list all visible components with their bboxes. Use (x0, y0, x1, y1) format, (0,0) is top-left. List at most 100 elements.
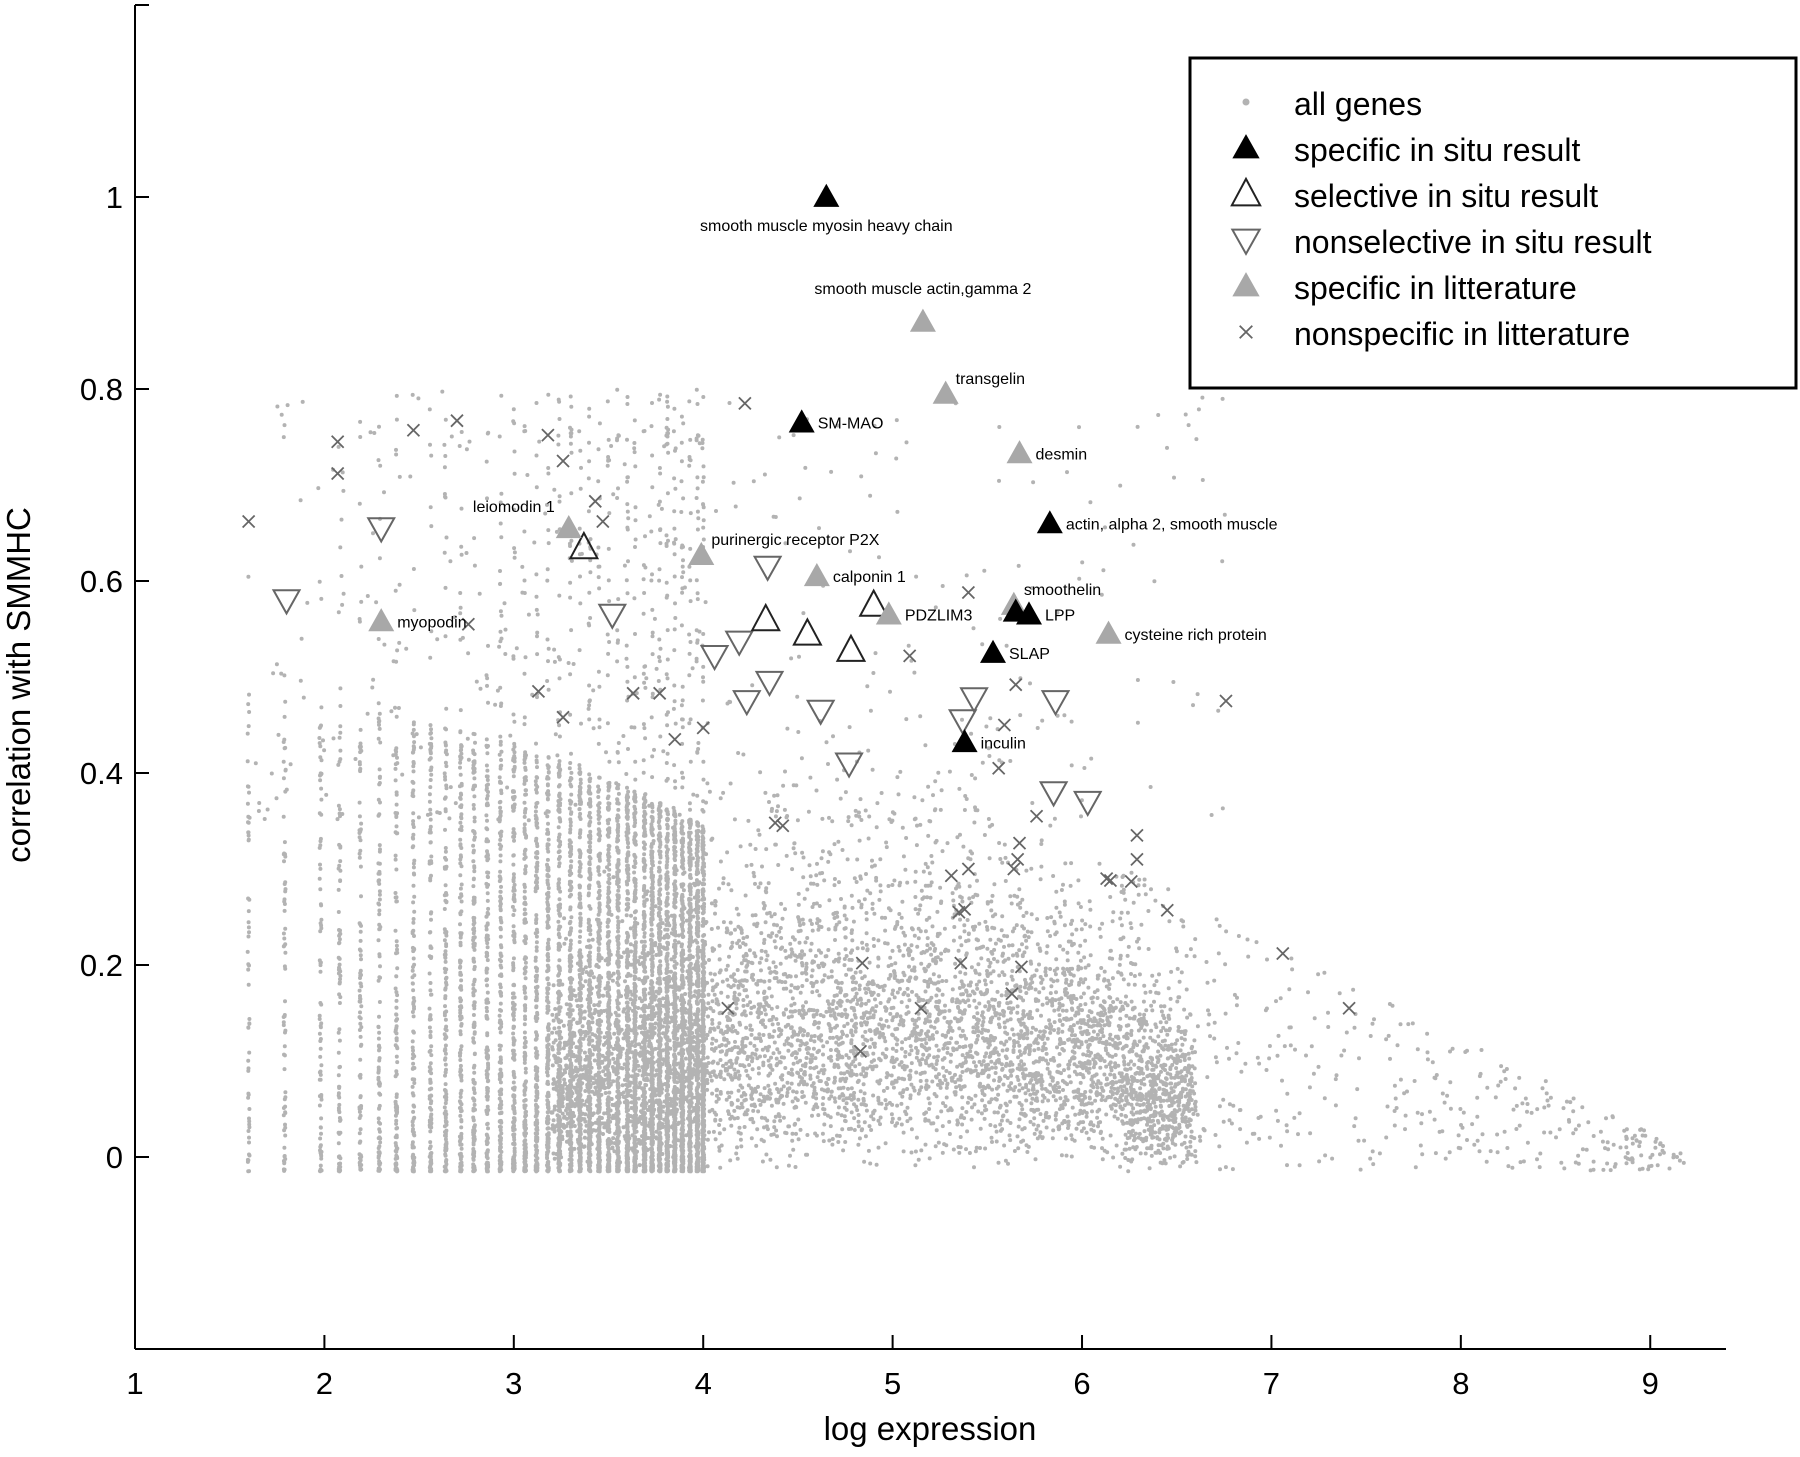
nonspecific-in-literature-marker (331, 466, 345, 481)
nonspecific-in-literature-marker (853, 1044, 868, 1059)
x-tick-label: 5 (884, 1366, 901, 1401)
selective-in-situ-marker (835, 633, 867, 662)
specific-in-literature-marker (803, 563, 830, 587)
gene-label: LPP (1045, 608, 1075, 625)
specific-in-literature-marker (932, 380, 959, 404)
specific-in-literature-marker (1006, 440, 1033, 464)
legend-label: nonselective in situ result (1294, 224, 1652, 260)
nonselective-in-situ-marker (597, 603, 628, 630)
nonspecific-in-literature-marker (331, 435, 345, 449)
nonselective-in-situ-marker (754, 670, 785, 698)
nonspecific-in-literature-marker (1130, 828, 1144, 843)
nonselective-in-situ-marker (834, 752, 864, 779)
specific-in-literature-marker (909, 308, 936, 332)
nonspecific-in-literature-marker (450, 414, 464, 428)
legend-box (1188, 56, 1798, 390)
x-tick-label: 8 (1452, 1366, 1469, 1401)
nonspecific-in-literature-marker (531, 684, 546, 699)
nonspecific-in-literature-marker (944, 869, 958, 883)
nonspecific-in-literature-marker (1342, 1001, 1356, 1015)
nonspecific-in-literature-marker (954, 956, 968, 970)
highlighted-genes (242, 183, 1356, 1059)
legend-label: selective in situ result (1294, 178, 1598, 214)
gene-label: inculin (981, 735, 1026, 752)
x-tick-label: 2 (316, 1366, 333, 1401)
x-axis-label: log expression (824, 1410, 1037, 1447)
nonselective-in-situ-marker (1038, 781, 1069, 808)
nonspecific-in-literature-marker (1012, 836, 1027, 850)
nonspecific-in-literature-marker (903, 649, 917, 663)
specific-in-literature-marker (368, 608, 395, 632)
specific-in-literature-marker (1095, 620, 1122, 644)
specific-in-situ-marker (813, 183, 840, 207)
nonspecific-in-literature-marker (961, 585, 976, 600)
nonspecific-in-literature-marker (997, 718, 1012, 732)
y-tick-label: 1 (106, 180, 123, 215)
gene-label: leiomodin 1 (473, 499, 555, 516)
nonspecific-in-literature-marker (588, 494, 602, 508)
nonspecific-in-literature-marker (1014, 960, 1029, 974)
legend-label: all genes (1294, 86, 1422, 122)
nonselective-in-situ-marker (805, 699, 836, 726)
nonspecific-in-literature-marker (1029, 809, 1044, 823)
selective-in-situ-marker (858, 588, 889, 617)
nonspecific-in-literature-marker (461, 617, 475, 631)
nonspecific-in-literature-marker (1160, 903, 1174, 917)
nonspecific-in-literature-marker (1124, 874, 1138, 889)
nonspecific-in-literature-marker (768, 816, 782, 830)
gene-labels: smooth muscle actin,gamma 2 transgelin des… (397, 218, 1277, 752)
nonspecific-in-literature-marker (596, 514, 610, 529)
nonselective-in-situ-marker (947, 709, 978, 736)
gene-label: myopodin (397, 614, 466, 631)
specific-in-situ-marker (788, 409, 815, 433)
axes: 1 2 3 4 5 6 7 8 9 0 0.2 0.4 0.6 0.8 1 (80, 4, 1726, 1401)
specific-in-situ-marker (980, 639, 1007, 663)
nonselective-in-situ-marker (752, 555, 783, 582)
gene-label: SM-MAO (818, 416, 884, 433)
legend-label: specific in situ result (1294, 132, 1580, 168)
nonspecific-in-literature-marker (626, 686, 640, 700)
selective-in-situ-marker (750, 602, 781, 632)
nonselective-in-situ-marker (366, 517, 396, 544)
specific-in-situ-marker (951, 729, 978, 753)
legend-label: specific in litterature (1294, 270, 1577, 306)
x-tick-label: 7 (1263, 1366, 1280, 1401)
gene-label: smooth muscle myosin heavy chain (700, 218, 953, 235)
nonspecific-in-literature-marker (855, 956, 869, 970)
nonspecific-in-literature-marker (721, 1001, 735, 1015)
nonspecific-in-literature-marker (1276, 946, 1290, 961)
all-genes-cloud (245, 387, 1686, 1174)
gene-label: PDZLIM3 (905, 608, 973, 625)
nonspecific-in-literature-marker (1219, 694, 1233, 708)
gene-label: cysteine rich protein (1125, 627, 1267, 644)
specific-in-situ-marker (1015, 601, 1042, 625)
nonspecific-in-literature-marker (1103, 873, 1118, 888)
nonselective-in-situ-marker (1040, 690, 1071, 717)
x-tick-label: 9 (1642, 1366, 1659, 1401)
nonspecific-in-literature-marker (1009, 678, 1023, 692)
specific-in-literature-marker (875, 601, 902, 625)
gene-label: purinergic receptor P2X (711, 532, 879, 549)
nonspecific-in-literature-marker (992, 761, 1006, 775)
nonspecific-in-literature-marker (653, 686, 667, 700)
specific-in-situ-marker (1036, 510, 1063, 534)
nonselective-in-situ-marker (1230, 228, 1262, 256)
nonspecific-in-literature-marker (242, 514, 256, 529)
y-tick-label: 0.2 (80, 948, 123, 983)
selective-in-situ-marker (1230, 176, 1262, 207)
y-tick-label: 0.4 (80, 756, 123, 791)
gene-label: actin, alpha 2, smooth muscle (1066, 516, 1278, 533)
nonspecific-in-literature-marker (556, 710, 570, 724)
all-genes-marker (1242, 98, 1250, 106)
legend: all genes specific in situ result selectiv… (1188, 56, 1798, 390)
nonspecific-in-literature-marker (1130, 852, 1144, 867)
nonspecific-in-literature-marker (738, 396, 752, 411)
all-genes-dots (245, 387, 1686, 1174)
nonspecific-in-literature-marker (406, 423, 421, 437)
selective-in-situ-marker (568, 530, 600, 560)
nonspecific-in-literature-marker (957, 902, 972, 916)
nonspecific-in-literature-marker (556, 454, 570, 468)
nonselective-in-situ-marker (699, 644, 730, 672)
nonselective-in-situ-marker (271, 589, 302, 616)
